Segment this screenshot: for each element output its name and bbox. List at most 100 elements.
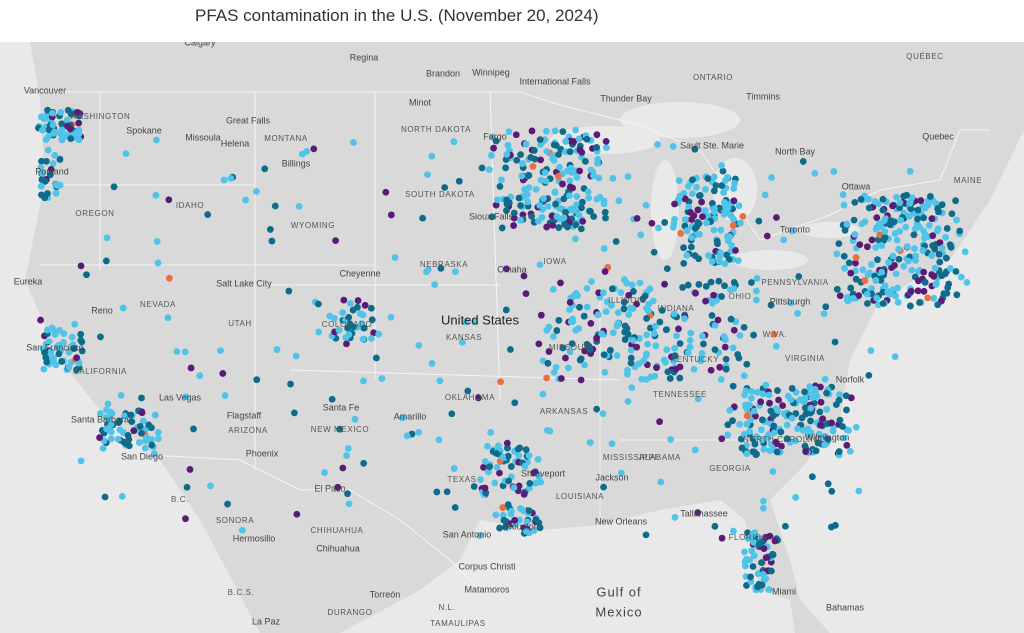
site-dot bbox=[450, 138, 458, 146]
site-dot bbox=[868, 285, 875, 292]
site-dot bbox=[577, 355, 585, 363]
site-dot bbox=[56, 181, 64, 189]
site-dot bbox=[551, 188, 559, 196]
site-dot bbox=[595, 289, 603, 297]
place-label: NEVADA bbox=[140, 300, 176, 309]
site-dot bbox=[844, 297, 852, 305]
site-dot bbox=[517, 151, 525, 158]
site-dot bbox=[629, 305, 637, 313]
site-dot bbox=[455, 177, 463, 185]
place-label: NORTH DAKOTA bbox=[401, 125, 471, 134]
site-dot bbox=[905, 257, 912, 265]
site-dot bbox=[38, 126, 46, 134]
site-dot bbox=[585, 194, 593, 202]
site-dot bbox=[874, 256, 881, 264]
place-label: Sault Ste. Marie bbox=[680, 140, 744, 150]
site-dot bbox=[821, 375, 829, 383]
site-dot bbox=[499, 453, 507, 461]
site-dot bbox=[38, 157, 45, 165]
site-dot bbox=[47, 166, 55, 173]
site-dot bbox=[885, 258, 893, 266]
site-dot bbox=[609, 285, 616, 293]
site-dot bbox=[754, 583, 762, 591]
site-dot bbox=[681, 315, 688, 323]
site-dot bbox=[829, 427, 837, 435]
site-dot bbox=[293, 510, 301, 518]
site-dot bbox=[566, 192, 573, 200]
site-dot bbox=[671, 352, 679, 360]
site-dot bbox=[594, 311, 602, 319]
place-label: PENNSYLVANIA bbox=[761, 278, 828, 287]
site-dot bbox=[730, 527, 737, 535]
site-dot bbox=[734, 351, 742, 358]
site-dot bbox=[603, 144, 610, 152]
site-dot bbox=[708, 258, 716, 265]
site-dot bbox=[601, 368, 609, 376]
site-dot bbox=[227, 174, 235, 182]
site-dot bbox=[843, 220, 851, 228]
site-dot bbox=[726, 406, 734, 414]
site-dot bbox=[360, 324, 368, 332]
site-dot bbox=[839, 423, 846, 430]
site-dot bbox=[555, 151, 563, 158]
site-dot bbox=[295, 202, 303, 210]
site-dot bbox=[77, 457, 85, 465]
site-dot bbox=[694, 206, 702, 214]
site-dot bbox=[51, 331, 59, 338]
site-dot bbox=[415, 341, 423, 349]
place-label: Las Vegas bbox=[159, 392, 202, 402]
place-label: WASHINGTON bbox=[70, 112, 131, 121]
site-dot bbox=[349, 306, 357, 314]
site-dot bbox=[520, 272, 528, 280]
site-dot bbox=[840, 434, 848, 442]
site-dot bbox=[912, 257, 919, 264]
site-dot bbox=[897, 216, 905, 224]
place-label: Hermosillo bbox=[233, 533, 276, 543]
site-dot bbox=[586, 207, 594, 215]
site-dot bbox=[504, 141, 512, 149]
site-dot bbox=[487, 429, 495, 436]
place-label: Calgary bbox=[184, 42, 216, 47]
site-dot bbox=[683, 251, 691, 259]
labels: Calgary Regina Brandon Winnipeg Internationa… bbox=[14, 42, 982, 628]
site-dot bbox=[725, 255, 733, 263]
site-dot bbox=[52, 189, 60, 197]
site-dot bbox=[649, 297, 657, 305]
site-dot bbox=[734, 257, 742, 265]
site-dot bbox=[498, 176, 505, 184]
site-dot bbox=[566, 183, 574, 191]
site-dot bbox=[481, 484, 489, 492]
site-dot bbox=[44, 326, 51, 334]
site-dot bbox=[721, 260, 729, 268]
site-dot bbox=[37, 163, 45, 171]
site-dot bbox=[601, 208, 609, 216]
site-dot bbox=[823, 406, 831, 413]
site-dot bbox=[600, 289, 607, 297]
site-dot bbox=[727, 315, 735, 323]
site-dot bbox=[70, 345, 78, 352]
site-dot bbox=[686, 343, 694, 351]
site-dot bbox=[873, 214, 881, 221]
site-dot bbox=[499, 504, 507, 511]
place-label: Miami bbox=[772, 586, 796, 596]
site-dot bbox=[855, 487, 863, 495]
site-dot bbox=[742, 387, 750, 395]
site-dot bbox=[475, 394, 482, 402]
site-dot bbox=[691, 145, 699, 153]
site-dot bbox=[914, 287, 922, 295]
place-label: Fargo bbox=[483, 131, 507, 141]
site-dot bbox=[441, 184, 449, 191]
place-label: Billings bbox=[282, 158, 311, 168]
site-dot bbox=[96, 434, 103, 442]
site-dot bbox=[613, 352, 621, 359]
site-dot bbox=[917, 197, 925, 204]
site-dot bbox=[930, 294, 938, 302]
site-dot bbox=[590, 213, 598, 220]
site-dot bbox=[543, 374, 551, 382]
site-dot bbox=[783, 435, 791, 443]
site-dot bbox=[865, 372, 873, 379]
site-dot bbox=[688, 234, 696, 241]
site-dot bbox=[121, 412, 128, 420]
site-dot bbox=[612, 238, 620, 245]
site-dot bbox=[792, 437, 800, 445]
